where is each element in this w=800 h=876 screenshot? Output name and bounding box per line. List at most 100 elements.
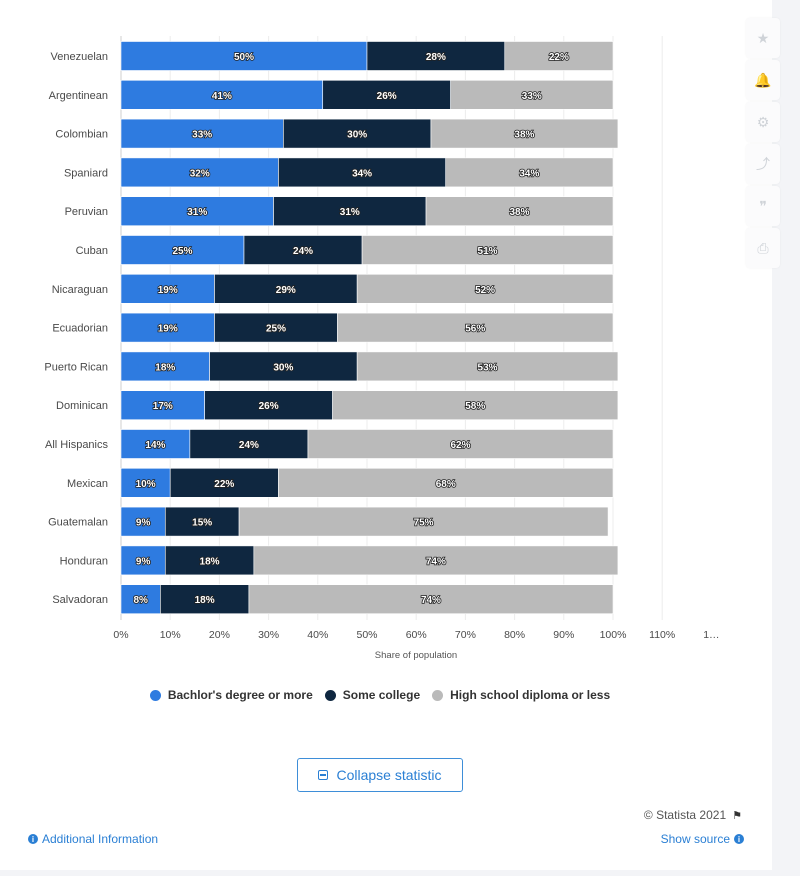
category-label: Honduran: [60, 555, 108, 567]
bar-data-label: 8%: [133, 595, 148, 606]
legend-label: High school diploma or less: [450, 688, 611, 702]
bar-segment[interactable]: [445, 157, 614, 188]
bar-segment[interactable]: [337, 312, 614, 343]
bar-segment[interactable]: [189, 429, 309, 459]
legend-marker-icon: [324, 689, 336, 701]
bar-data-label: 38%: [514, 130, 534, 141]
share-button[interactable]: ⤴: [746, 144, 780, 184]
bar-segment[interactable]: [238, 506, 609, 537]
bar-segment[interactable]: [450, 80, 614, 110]
bar-data-label: 9%: [136, 518, 151, 529]
legend-marker-icon: [149, 689, 161, 701]
additional-information-label: Additional Information: [42, 832, 159, 846]
legend-item[interactable]: High school diploma or less: [432, 688, 610, 702]
bar-segment[interactable]: [243, 235, 363, 265]
bar-segment[interactable]: [120, 506, 166, 537]
bar-segment[interactable]: [120, 312, 215, 343]
bell-button[interactable]: 🔔: [746, 60, 780, 100]
star-icon: ★: [756, 29, 770, 46]
show-source-label: Show source: [660, 832, 730, 846]
gear-button[interactable]: ⚙: [746, 102, 780, 142]
x-tick-labels: 0% 10% 20% 30% 40% 50% 60% 70% 80% 90% 100% 110% 1…: [113, 629, 719, 641]
bar-segment[interactable]: [253, 545, 619, 576]
quote-button[interactable]: ❞: [746, 186, 780, 226]
bar-data-label: 24%: [293, 246, 313, 257]
bar-segment[interactable]: [120, 429, 191, 459]
category-label: Venezuelan: [51, 51, 109, 63]
bar-data-label: 58%: [465, 401, 485, 412]
x-tick-label: 110%: [649, 629, 675, 641]
bar-segment[interactable]: [169, 467, 279, 498]
legend-item[interactable]: Bachlor's degree or more: [149, 688, 313, 702]
category-label: Mexican: [67, 478, 108, 490]
bar-segment[interactable]: [120, 157, 279, 188]
bar-segment[interactable]: [430, 118, 619, 149]
bar-segment[interactable]: [278, 157, 447, 188]
bar-segment[interactable]: [356, 273, 614, 304]
bar-data-label: 33%: [522, 91, 542, 102]
bar-segment[interactable]: [361, 235, 614, 265]
bar-data-label: 31%: [340, 207, 360, 218]
bar-segment[interactable]: [160, 584, 250, 615]
bar-data-label: 51%: [478, 246, 498, 257]
star-button[interactable]: ★: [746, 18, 780, 58]
bar-segment[interactable]: [248, 584, 614, 615]
bar-data-label: 17%: [153, 401, 173, 412]
bar-segment[interactable]: [204, 390, 333, 421]
bar-data-label: 28%: [426, 52, 446, 63]
bar-segment[interactable]: [273, 196, 427, 226]
bar-data-label: 9%: [136, 556, 151, 567]
bar-data-label: 25%: [266, 324, 286, 335]
bar-data-label: 10%: [136, 479, 156, 490]
bar-segment[interactable]: [366, 41, 506, 71]
x-tick-label: 30%: [258, 629, 279, 641]
bar-segment[interactable]: [120, 235, 245, 265]
chart-card: 50% 28% 22% 41% 26% 33% 33% 30% 38% 32% 34% 34% 31% 3…: [0, 0, 772, 870]
bar-segment[interactable]: [425, 196, 614, 226]
category-label: Argentinean: [49, 90, 108, 102]
bar-segment[interactable]: [322, 80, 451, 110]
bar-data-label: 38%: [510, 207, 530, 218]
category-label: Spaniard: [64, 167, 108, 179]
additional-information-link[interactable]: i Additional Information: [28, 832, 158, 846]
bar-segment[interactable]: [214, 312, 338, 343]
bar-data-label: 34%: [352, 168, 372, 179]
bar-data-label: 34%: [519, 168, 539, 179]
bar-segment[interactable]: [164, 506, 240, 537]
bar-segment[interactable]: [307, 429, 614, 459]
bar-segment[interactable]: [120, 41, 368, 71]
bar-segment[interactable]: [356, 351, 619, 382]
side-toolbar: ★ 🔔 ⚙ ⤴ ❞ ⎙: [746, 18, 780, 268]
bars-layer: 50% 28% 22% 41% 26% 33% 33% 30% 38% 32% 34% 34% 31% 3…: [120, 41, 619, 615]
bar-data-label: 74%: [421, 595, 441, 606]
print-button[interactable]: ⎙: [746, 228, 780, 268]
bar-data-label: 22%: [549, 52, 569, 63]
bar-segment[interactable]: [332, 390, 619, 421]
category-label: Dominican: [56, 400, 108, 412]
flag-icon[interactable]: ⚑: [732, 809, 742, 822]
bar-segment[interactable]: [120, 545, 166, 576]
category-label: Puerto Rican: [44, 361, 108, 373]
bar-segment[interactable]: [278, 467, 614, 498]
info-icon: i: [28, 834, 38, 844]
legend-item[interactable]: Some college: [324, 688, 420, 702]
bar-segment[interactable]: [214, 273, 358, 304]
collapse-statistic-button[interactable]: Collapse statistic: [297, 758, 463, 792]
bar-segment[interactable]: [164, 545, 255, 576]
bar-segment[interactable]: [120, 118, 284, 149]
bar-segment[interactable]: [504, 41, 614, 71]
bar-data-label: 26%: [377, 91, 397, 102]
bar-segment[interactable]: [120, 196, 274, 226]
bar-data-label: 18%: [155, 362, 175, 373]
x-tick-label: 10%: [160, 629, 181, 641]
bar-segment[interactable]: [120, 80, 324, 110]
gear-icon: ⚙: [756, 113, 770, 130]
bar-segment[interactable]: [209, 351, 358, 382]
x-axis-title: Share of population: [375, 650, 457, 661]
bar-data-label: 25%: [172, 246, 192, 257]
bar-data-label: 18%: [195, 595, 215, 606]
show-source-link[interactable]: Show source i: [661, 832, 744, 846]
x-tick-label: 70%: [455, 629, 476, 641]
print-icon: ⎙: [757, 239, 769, 256]
bar-data-label: 14%: [145, 440, 165, 451]
